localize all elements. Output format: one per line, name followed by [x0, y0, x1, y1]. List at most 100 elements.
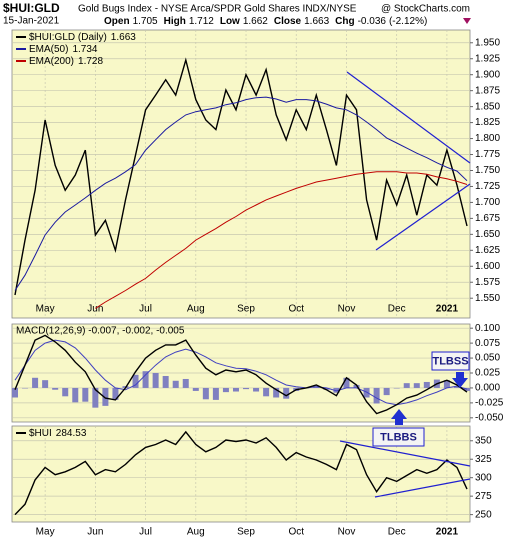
chart-subtitle: Gold Bugs Index - NYSE Arca/SPDR Gold Sh… [78, 4, 357, 15]
y-tick-label: 1.850 [475, 101, 500, 112]
quote: Open 1.705 High 1.712 Low 1.662 Close 1.663 Chg -… [104, 16, 427, 27]
histogram-bar [453, 386, 460, 388]
legend-name: EMA(50) [29, 44, 68, 55]
quote-value: 1.705 [133, 16, 158, 27]
y-tick-label: 325 [475, 454, 492, 465]
x-tick-label: Sep [237, 304, 255, 315]
histogram-bar [363, 387, 370, 398]
histogram-bar [464, 387, 470, 391]
histogram-bar [82, 387, 89, 402]
quote-label: High [164, 16, 186, 27]
y-tick-label: 250 [475, 509, 492, 520]
histogram-bar [152, 373, 159, 388]
y-tick-label: 0.025 [475, 368, 500, 379]
y-tick-label: 1.700 [475, 197, 500, 208]
histogram-bar [243, 387, 250, 390]
y-tick-label: 1.775 [475, 149, 500, 160]
chart-title: $HUI:GLD [3, 1, 60, 15]
histogram-bar [72, 387, 79, 403]
y-tick-label: 0.000 [475, 383, 500, 394]
legend-text: MACD(12,26,9) -0.007, -0.002, -0.005 [16, 326, 185, 337]
legend-value: 1.734 [72, 44, 97, 55]
quote-change: (-2.12%) [389, 16, 427, 27]
histogram-bar [12, 387, 18, 398]
quote-value: 1.712 [189, 16, 214, 27]
y-tick-label: -0.050 [475, 412, 504, 423]
histogram-bar [403, 383, 410, 388]
quote-value: -0.036 [358, 16, 387, 27]
x-tick-label: Oct [288, 304, 304, 315]
x-tick-label: Jul [139, 527, 152, 538]
histogram-bar [423, 381, 430, 388]
legend-entry: $HUI:GLD (Daily) 1.663 [29, 32, 136, 43]
legend-name: $HUI [29, 428, 52, 439]
legend-name: $HUI:GLD (Daily) [29, 32, 107, 43]
histogram-bar [263, 387, 270, 397]
legend-value: 284.53 [56, 428, 87, 439]
histogram-bar [253, 387, 260, 392]
x-tick-label: Sep [237, 527, 255, 538]
annotations: TLBSS TLBBS [372, 351, 470, 447]
trendline [374, 478, 471, 498]
histogram-bar [162, 375, 169, 388]
x-tick-label: Aug [187, 304, 205, 315]
y-tick-label: 1.925 [475, 53, 500, 64]
histogram-bar [353, 384, 360, 388]
y-tick-label: 1.825 [475, 117, 500, 128]
line [14, 96, 468, 291]
arrow [391, 409, 407, 425]
histogram-bar [283, 387, 290, 399]
x-tick-label: Jun [87, 527, 103, 538]
y-tick-label: 1.900 [475, 69, 500, 80]
x-tick-label: Nov [338, 527, 356, 538]
legend-value: 1.663 [111, 32, 136, 43]
histogram-bar [102, 387, 109, 406]
y-tick-label: 1.750 [475, 165, 500, 176]
line [14, 334, 468, 415]
quote-label: Close [274, 16, 302, 27]
histogram-bar [62, 387, 69, 397]
histogram-bar [22, 387, 29, 389]
line [14, 430, 468, 516]
x-tick-label: May [36, 527, 55, 538]
histogram-bar [42, 380, 49, 388]
x-tick-label: Jun [87, 304, 103, 315]
y-tick-label: 1.625 [475, 245, 500, 256]
y-tick-label: 1.650 [475, 229, 500, 240]
trendline [339, 440, 471, 467]
arrow [452, 372, 468, 388]
y-tick-label: 300 [475, 472, 492, 483]
annotation: TLBBS [380, 431, 417, 443]
panels: 1.550 1.575 1.600 1.625 1.650 1.675 1.700 1.725… [11, 29, 504, 538]
x-tick-label: 2021 [436, 304, 459, 315]
y-tick-label: -0.025 [475, 398, 504, 409]
histogram-bar [222, 387, 229, 393]
histogram-bar [443, 380, 450, 388]
y-tick-label: 1.550 [475, 293, 500, 304]
annotation: TLBSS [432, 355, 468, 367]
histogram-bar [232, 387, 239, 392]
histogram-bar [92, 387, 99, 408]
x-tick-label: Oct [288, 527, 304, 538]
x-tick-label: May [36, 304, 55, 315]
histogram-bar [212, 387, 219, 400]
y-tick-label: 0.050 [475, 353, 500, 364]
quote-value: 1.663 [304, 16, 329, 27]
y-tick-label: 275 [475, 491, 492, 502]
histogram-bar [333, 387, 340, 393]
x-tick-label: Aug [187, 527, 205, 538]
histogram-bar [192, 387, 199, 391]
y-tick-label: 1.675 [475, 213, 500, 224]
x-tick-label: Nov [338, 304, 356, 315]
y-tick-label: 1.875 [475, 85, 500, 96]
legend-value: 1.728 [78, 56, 103, 67]
histogram-bar [413, 383, 420, 388]
y-tick-label: 1.600 [475, 261, 500, 272]
y-tick-label: 0.075 [475, 338, 500, 349]
legend-entry: EMA(200) 1.728 [29, 56, 103, 67]
histogram-bar [172, 380, 179, 388]
legend-entry: $HUI 284.53 [29, 428, 87, 439]
line [14, 339, 468, 406]
trendline [375, 183, 471, 251]
